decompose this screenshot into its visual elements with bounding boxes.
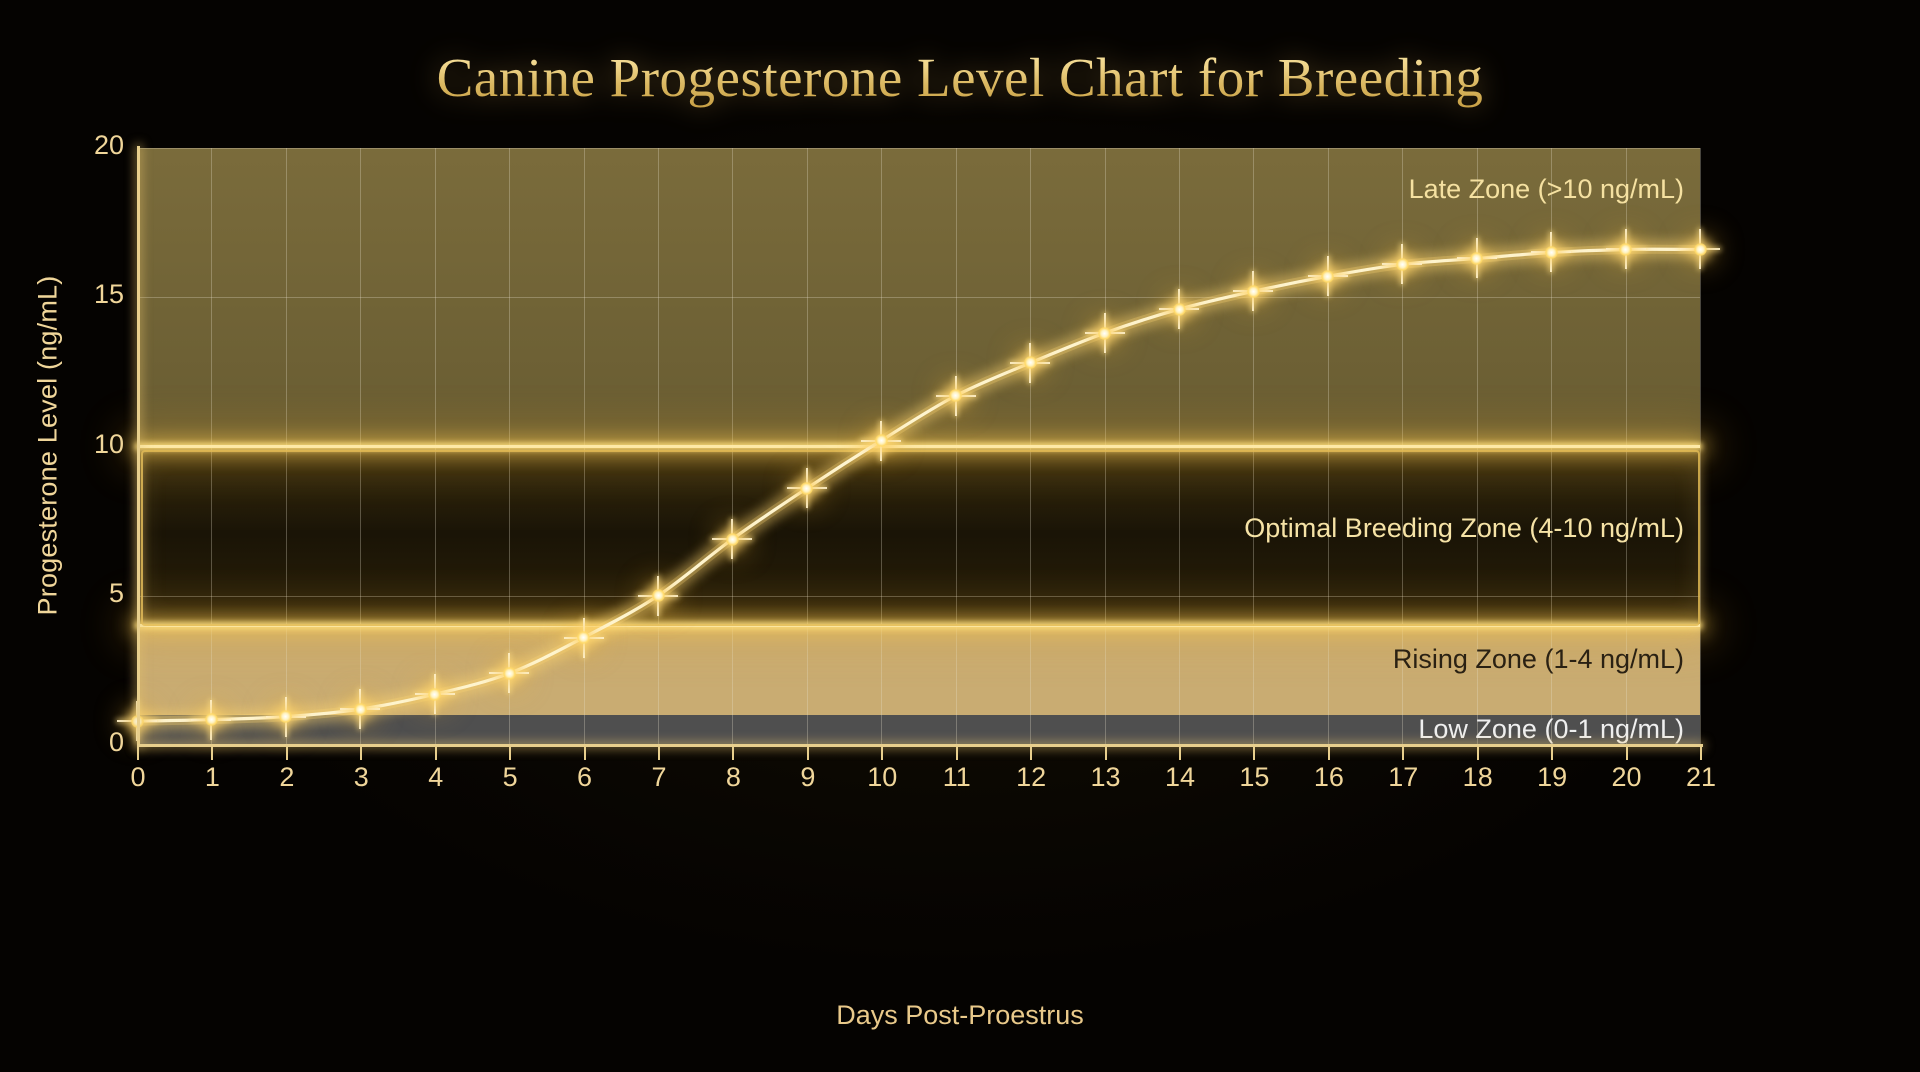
x-tick-label: 8 — [725, 762, 741, 792]
zone-label-rising: Rising Zone (1-4 ng/mL) — [1392, 644, 1684, 674]
gridline-horizontal — [137, 148, 1700, 149]
y-tick-label: 5 — [108, 577, 124, 608]
x-tick-mark — [732, 747, 735, 760]
threshold-line-10 — [137, 445, 1700, 448]
x-tick-label: 7 — [651, 762, 667, 792]
x-tick-mark — [1253, 747, 1256, 760]
y-axis-line — [137, 146, 140, 747]
plot-area: Late Zone (>10 ng/mL) Optimal Breeding Z… — [130, 148, 1707, 745]
zone-label-late: Late Zone (>10 ng/mL) — [1408, 174, 1684, 204]
x-tick-mark — [1625, 747, 1628, 760]
progesterone-curve — [132, 244, 1705, 726]
x-tick-mark — [1327, 747, 1330, 760]
x-tick-label: 2 — [279, 762, 295, 792]
gridline-vertical — [1700, 148, 1701, 745]
x-tick-mark — [1402, 747, 1405, 760]
x-tick-label: 1 — [204, 762, 220, 792]
x-tick-label: 0 — [130, 762, 146, 792]
x-tick-label: 3 — [353, 762, 369, 792]
x-tick-mark — [1700, 747, 1702, 760]
y-tick-label: 10 — [93, 428, 124, 459]
y-tick-label: 15 — [93, 279, 124, 310]
y-axis-title: Progesterone Level (ng/mL) — [32, 275, 63, 616]
x-tick-label: 5 — [502, 762, 518, 792]
x-tick-mark — [1030, 747, 1033, 760]
x-tick-label: 13 — [1090, 762, 1121, 792]
zone-band-optimal — [137, 446, 1700, 626]
x-tick-label: 20 — [1611, 762, 1642, 792]
x-axis-line — [137, 744, 1703, 747]
x-tick-mark — [806, 747, 809, 760]
x-tick-label: 10 — [867, 762, 898, 792]
y-tick-label: 20 — [93, 130, 124, 160]
x-tick-mark — [1551, 747, 1554, 760]
x-tick-mark — [360, 747, 363, 760]
x-tick-mark — [211, 747, 214, 760]
page-title: Canine Progesterone Level Chart for Bree… — [0, 46, 1920, 109]
x-tick-mark — [583, 747, 586, 760]
zone-label-optimal: Optimal Breeding Zone (4-10 ng/mL) — [1244, 513, 1684, 543]
x-tick-mark — [1179, 747, 1181, 760]
x-tick-label: 18 — [1462, 762, 1493, 792]
gridline-horizontal — [137, 595, 1700, 597]
zone-band-low — [137, 715, 1700, 745]
x-axis-title: Days Post-Proestrus — [836, 1000, 1084, 1030]
x-tick-label: 15 — [1239, 762, 1270, 792]
gridline-horizontal — [137, 297, 1700, 299]
x-tick-label: 16 — [1313, 762, 1344, 792]
x-tick-label: 17 — [1388, 762, 1419, 792]
x-tick-mark — [881, 747, 884, 760]
y-tick-label: 0 — [108, 727, 124, 757]
zone-band-late — [137, 148, 1700, 447]
x-tick-label: 21 — [1685, 762, 1717, 792]
x-tick-label: 6 — [577, 762, 593, 792]
x-tick-mark — [285, 747, 288, 760]
x-tick-mark — [955, 747, 958, 760]
x-tick-label: 19 — [1537, 762, 1568, 792]
x-tick-label: 11 — [942, 762, 971, 792]
x-tick-label: 9 — [800, 762, 816, 792]
x-tick-label: 12 — [1016, 762, 1047, 792]
x-tick-label: 4 — [428, 762, 444, 792]
x-tick-mark — [137, 747, 139, 760]
x-tick-mark — [509, 747, 512, 760]
x-tick-mark — [434, 747, 437, 760]
x-tick-mark — [1104, 747, 1107, 760]
x-tick-label: 14 — [1164, 762, 1196, 792]
zone-label-low: Low Zone (0-1 ng/mL) — [1418, 714, 1684, 744]
x-tick-mark — [1476, 747, 1479, 760]
x-tick-mark — [658, 747, 660, 760]
